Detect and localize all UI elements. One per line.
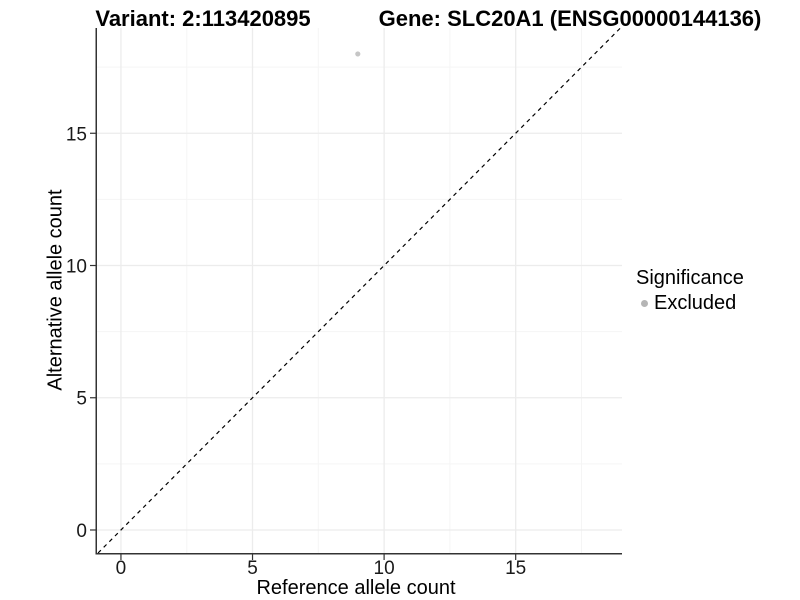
y-tick-label: 5 [76, 389, 87, 410]
x-tick-label: 10 [374, 558, 395, 579]
y-tick-label: 15 [66, 124, 87, 145]
gene-title: Gene: SLC20A1 (ENSG00000144136) [378, 6, 762, 31]
excluded-point-icon [641, 299, 648, 307]
y-axis-title: Alternative allele count [44, 189, 67, 391]
legend-title: Significance [636, 267, 744, 289]
data-point [355, 51, 361, 57]
variant-title: Variant: 2:113420895 [95, 6, 311, 31]
identity-line [97, 27, 621, 554]
legend-item-excluded: Excluded [636, 292, 744, 314]
x-tick-label: 5 [247, 558, 258, 579]
x-tick-label: 15 [505, 558, 526, 579]
x-tick-label: 0 [116, 558, 127, 579]
y-tick-label: 0 [76, 521, 87, 542]
legend-item-label: Excluded [654, 292, 737, 314]
legend: Significance Excluded [636, 267, 744, 314]
x-axis-title: Reference allele count [256, 577, 456, 599]
y-tick-label: 10 [66, 257, 87, 278]
